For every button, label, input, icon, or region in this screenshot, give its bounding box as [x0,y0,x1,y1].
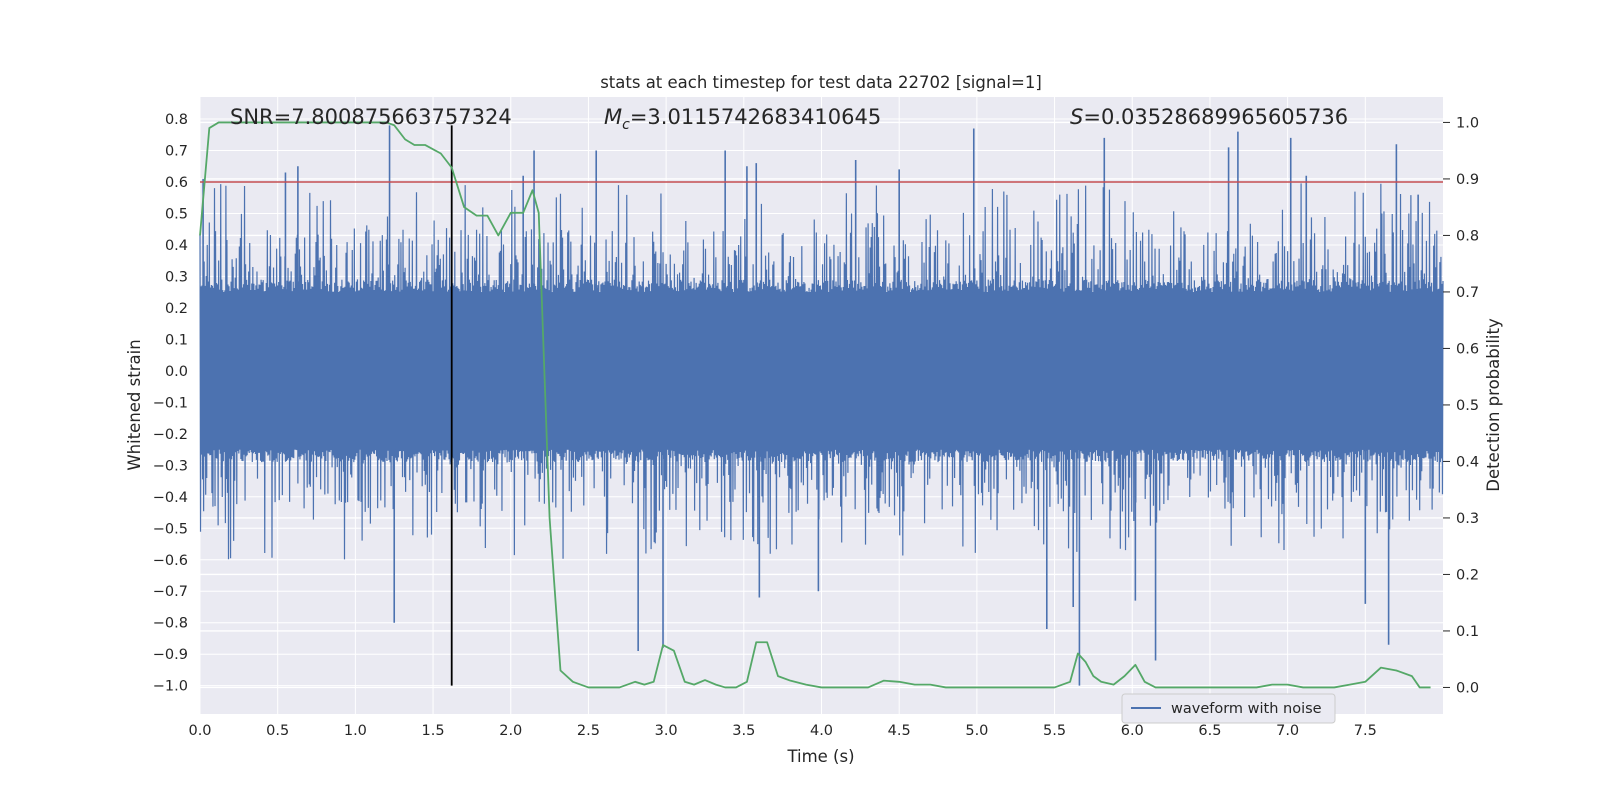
y-tick-label: −0.3 [153,458,188,474]
y-tick-label: 0.1 [165,332,188,348]
chart-title: stats at each timestep for test data 227… [600,73,1042,92]
x-axis-ticks: 0.0 0.5 1.0 1.5 2.0 2.5 3.0 3.5 4.0 4.5 5.0 5.5 6.0 6… [188,723,1376,739]
waveform-series [199,125,1444,686]
y2-tick-label: 0.1 [1456,624,1479,640]
y2-tick-label: 0.6 [1456,341,1479,357]
y-tick-label: −0.8 [153,616,188,632]
x-tick-label: 6.0 [1121,723,1144,739]
y-tick-label: −0.7 [153,584,188,600]
y2-tick-label: 0.3 [1456,511,1479,527]
y-tick-label: 0.6 [165,175,188,191]
y2-tick-label: 0.7 [1456,285,1479,301]
y-tick-label: 0.3 [165,269,188,285]
x-axis-label: Time (s) [786,747,854,766]
y2-tick-label: 0.0 [1456,680,1479,696]
y-tick-label: −0.9 [153,647,188,663]
x-tick-label: 0.0 [188,723,211,739]
y-tick-label: 0.2 [165,301,188,317]
legend-label: waveform with noise [1171,701,1322,717]
probability-series [199,121,1431,689]
s-symbol: S [1070,105,1083,129]
x-tick-label: 7.0 [1276,723,1299,739]
y2-tick-label: 0.2 [1456,567,1479,583]
x-tick-label: 5.5 [1043,723,1066,739]
x-tick-label: 3.0 [655,723,678,739]
waveform-trace [199,183,1444,560]
y-tick-label: 0.8 [165,112,188,128]
y-tick-label: −0.2 [153,427,188,443]
y-tick-label: −0.5 [153,521,188,537]
x-tick-label: 2.5 [577,723,600,739]
y-tick-label: 0.0 [165,364,188,380]
y2-tick-label: 0.8 [1456,228,1479,244]
x-tick-label: 1.5 [422,723,445,739]
legend-box [1121,693,1336,724]
waveform-core-band [200,292,1443,450]
y2-tick-label: 0.4 [1456,454,1479,470]
y2-tick-label: 1.0 [1456,115,1479,131]
y2-axis-ticks: 1.0 0.9 0.8 0.7 0.6 0.5 0.4 0.3 0.2 0.1 0.0 [1443,115,1479,696]
chirp-mass-value: =3.0115742683410645 [630,105,881,129]
y2-axis-label: Detection probability [1484,318,1503,492]
legend: waveform with noise [1121,693,1336,724]
chirp-mass-annotation: Mc=3.0115742683410645 [604,105,881,133]
x-tick-label: 1.0 [344,723,367,739]
chirp-mass-subscript: c [622,117,630,133]
x-tick-label: 3.5 [732,723,755,739]
y2-tick-label: 0.5 [1456,398,1479,414]
probability-line [199,121,1431,689]
snr-annotation: SNR=7.800875663757324 [230,105,512,129]
y-axis-ticks: 0.8 0.7 0.6 0.5 0.4 0.3 0.2 0.1 0.0 −0.1 −0.2 −0.3 −… [153,112,188,695]
x-tick-label: 7.5 [1354,723,1377,739]
y-tick-label: −0.6 [153,553,188,569]
s-value: =0.03528689965605736 [1083,105,1348,129]
x-tick-label: 2.0 [499,723,522,739]
x-tick-label: 5.0 [965,723,988,739]
chirp-mass-symbol: M [604,105,622,129]
x-tick-label: 0.5 [266,723,289,739]
x-tick-label: 6.5 [1198,723,1221,739]
x-tick-label: 4.0 [810,723,833,739]
y-tick-label: 0.7 [165,144,188,160]
y-tick-label: −0.4 [153,490,188,506]
y-tick-label: 0.5 [165,206,188,222]
y2-tick-label: 0.9 [1456,172,1479,188]
y-tick-label: −0.1 [153,395,188,411]
y-tick-label: 0.4 [165,238,188,254]
x-tick-label: 4.5 [888,723,911,739]
y-axis-label: Whitened strain [125,339,144,470]
y-tick-label: −1.0 [153,679,188,695]
s-annotation: S=0.03528689965605736 [1070,105,1348,129]
